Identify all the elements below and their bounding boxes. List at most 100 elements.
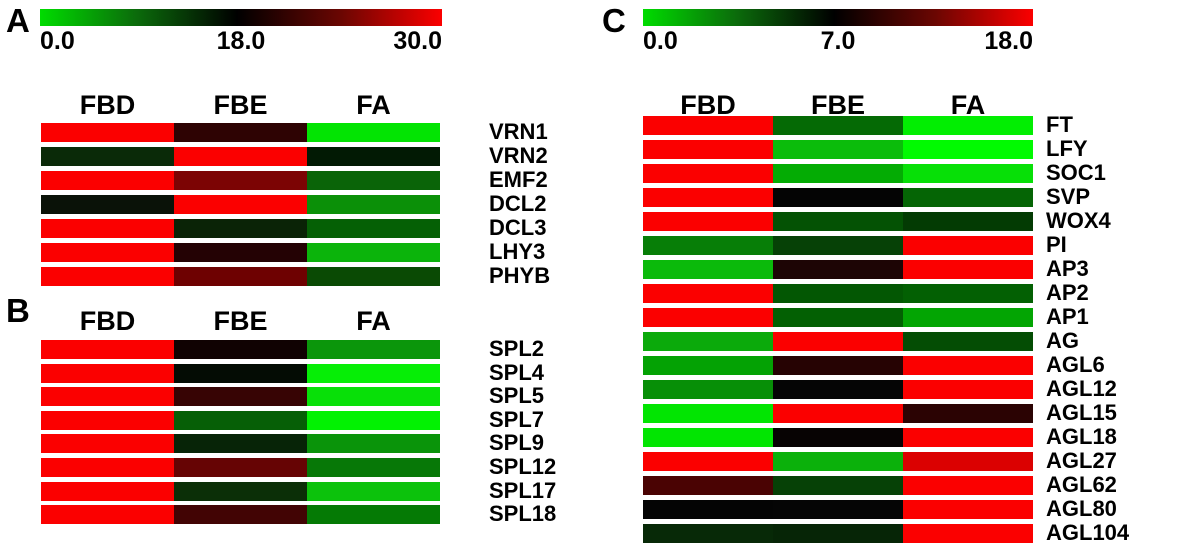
- gene-label-agl27: AGL27: [1046, 448, 1117, 473]
- heatmap-cell-agl18-fbd: [643, 428, 773, 447]
- gene-label-agl15: AGL15: [1046, 400, 1117, 425]
- column-header-fbd: FBD: [79, 306, 136, 336]
- colorbar-c-ticks: 0.0 7.0 18.0: [643, 29, 1033, 54]
- heatmap-cell-agl12-fa: [903, 380, 1033, 399]
- heatmap-cell-dcl2-fbe: [174, 195, 307, 214]
- gene-label-agl62: AGL62: [1046, 472, 1117, 497]
- heatmap-row-spl12: [41, 457, 440, 477]
- heatmap-cell-ft-fbe: [773, 116, 903, 135]
- heatmap-cell-soc1-fbd: [643, 164, 773, 183]
- heatmap-cell-lfy-fbd: [643, 140, 773, 159]
- colorbar-c-tick-max: 18.0: [984, 27, 1033, 55]
- gene-label-spl9: SPL9: [489, 430, 545, 456]
- heatmap-cell-ap3-fbe: [773, 260, 903, 279]
- gene-label-ag: AG: [1046, 328, 1079, 353]
- heatmap-cell-soc1-fbe: [773, 164, 903, 183]
- heatmap-cell-phyb-fbe: [174, 267, 307, 286]
- heatmap-cell-svp-fa: [903, 188, 1033, 207]
- heatmap-row-wox4: [643, 212, 1033, 231]
- gene-label-svp: SVP: [1046, 184, 1091, 209]
- column-header-fbe: FBE: [811, 90, 865, 120]
- gene-label-ap1: AP1: [1046, 304, 1089, 329]
- heatmap-cell-spl17-fbd: [41, 481, 174, 501]
- heatmap-cell-lfy-fa: [903, 140, 1033, 159]
- heatmap-row-ft: [643, 116, 1033, 135]
- heatmap-row-ap2: [643, 284, 1033, 303]
- heatmap-cell-agl6-fbd: [643, 356, 773, 375]
- heatmap-cell-agl104-fa: [903, 524, 1033, 543]
- heatmap-grid-b: [41, 340, 440, 529]
- heatmap-row-lhy3: [41, 243, 440, 262]
- heatmap-cell-wox4-fbe: [773, 212, 903, 231]
- heatmap-cell-vrn1-fa: [307, 123, 440, 142]
- heatmap-cell-agl62-fbd: [643, 476, 773, 495]
- heatmap-row-spl5: [41, 387, 440, 407]
- heatmap-cell-agl18-fa: [903, 428, 1033, 447]
- panel-a-letter: A: [6, 2, 30, 39]
- heatmap-cell-spl12-fbd: [41, 457, 174, 477]
- column-headers-b: FBD FBE FA: [41, 308, 441, 335]
- gene-label-agl18: AGL18: [1046, 424, 1117, 449]
- heatmap-cell-ap2-fbd: [643, 284, 773, 303]
- heatmap-cell-svp-fbd: [643, 188, 773, 207]
- heatmap-cell-dcl3-fbe: [174, 219, 307, 238]
- column-header-fbe: FBE: [213, 90, 268, 120]
- heatmap-cell-soc1-fa: [903, 164, 1033, 183]
- gene-labels-a: VRN1 VRN2 EMF2 DCL2 DCL3 LHY3 PHYB: [489, 119, 550, 290]
- heatmap-cell-spl7-fa: [307, 410, 440, 430]
- heatmap-cell-agl27-fbd: [643, 452, 773, 471]
- heatmap-cell-ft-fa: [903, 116, 1033, 135]
- heatmap-cell-dcl2-fbd: [41, 195, 174, 214]
- heatmap-cell-ap1-fa: [903, 308, 1033, 327]
- gene-label-ap3: AP3: [1046, 256, 1089, 281]
- heatmap-row-ap1: [643, 308, 1033, 327]
- heatmap-cell-spl4-fbd: [41, 363, 174, 383]
- heatmap-cell-pi-fa: [903, 236, 1033, 255]
- heatmap-cell-pi-fbe: [773, 236, 903, 255]
- panel-b-letter: B: [6, 292, 30, 329]
- gene-label-spl17: SPL17: [489, 477, 557, 503]
- heatmap-cell-ag-fa: [903, 332, 1033, 351]
- heatmap-cell-lhy3-fbe: [174, 243, 307, 262]
- heatmap-cell-wox4-fbd: [643, 212, 773, 231]
- heatmap-row-spl17: [41, 481, 440, 501]
- heatmap-cell-lhy3-fbd: [41, 243, 174, 262]
- heatmap-cell-spl5-fa: [307, 387, 440, 407]
- heatmap-cell-emf2-fa: [307, 171, 440, 190]
- heatmap-cell-spl5-fbd: [41, 387, 174, 407]
- colorbar-a-tick-max: 30.0: [393, 27, 442, 55]
- colorbar-c-tick-mid: 7.0: [820, 27, 856, 55]
- heatmap-cell-ft-fbd: [643, 116, 773, 135]
- heatmap-grid-c: [643, 116, 1033, 548]
- heatmap-cell-spl17-fa: [307, 481, 440, 501]
- heatmap-row-vrn1: [41, 123, 440, 142]
- heatmap-cell-ap3-fbd: [643, 260, 773, 279]
- heatmap-cell-emf2-fbd: [41, 171, 174, 190]
- heatmap-cell-wox4-fa: [903, 212, 1033, 231]
- heatmap-cell-spl12-fa: [307, 457, 440, 477]
- heatmap-row-dcl2: [41, 195, 440, 214]
- gene-label-spl5: SPL5: [489, 383, 545, 409]
- colorbar-c-tick-min: 0.0: [643, 27, 678, 55]
- gene-label-wox4: WOX4: [1046, 208, 1111, 233]
- heatmap-cell-dcl3-fa: [307, 219, 440, 238]
- gene-label-vrn1: VRN1: [489, 119, 548, 144]
- colorbar-a-tick-min: 0.0: [40, 27, 75, 55]
- column-header-fbd: FBD: [79, 90, 136, 120]
- heatmap-cell-ap2-fa: [903, 284, 1033, 303]
- heatmap-cell-ap2-fbe: [773, 284, 903, 303]
- heatmap-cell-spl2-fbd: [41, 340, 174, 359]
- heatmap-cell-agl27-fbe: [773, 452, 903, 471]
- gene-label-agl80: AGL80: [1046, 496, 1117, 521]
- heatmap-cell-dcl2-fa: [307, 195, 440, 214]
- heatmap-cell-agl62-fa: [903, 476, 1033, 495]
- heatmap-cell-vrn2-fbe: [174, 147, 307, 166]
- heatmap-cell-spl12-fbe: [174, 457, 307, 477]
- gene-label-agl104: AGL104: [1046, 520, 1130, 545]
- heatmap-cell-spl18-fbe: [174, 505, 307, 525]
- heatmap-row-agl104: [643, 524, 1033, 543]
- heatmap-row-spl2: [41, 340, 440, 359]
- heatmap-cell-vrn1-fbd: [41, 123, 174, 142]
- heatmap-cell-spl18-fa: [307, 505, 440, 525]
- heatmap-cell-spl4-fa: [307, 363, 440, 383]
